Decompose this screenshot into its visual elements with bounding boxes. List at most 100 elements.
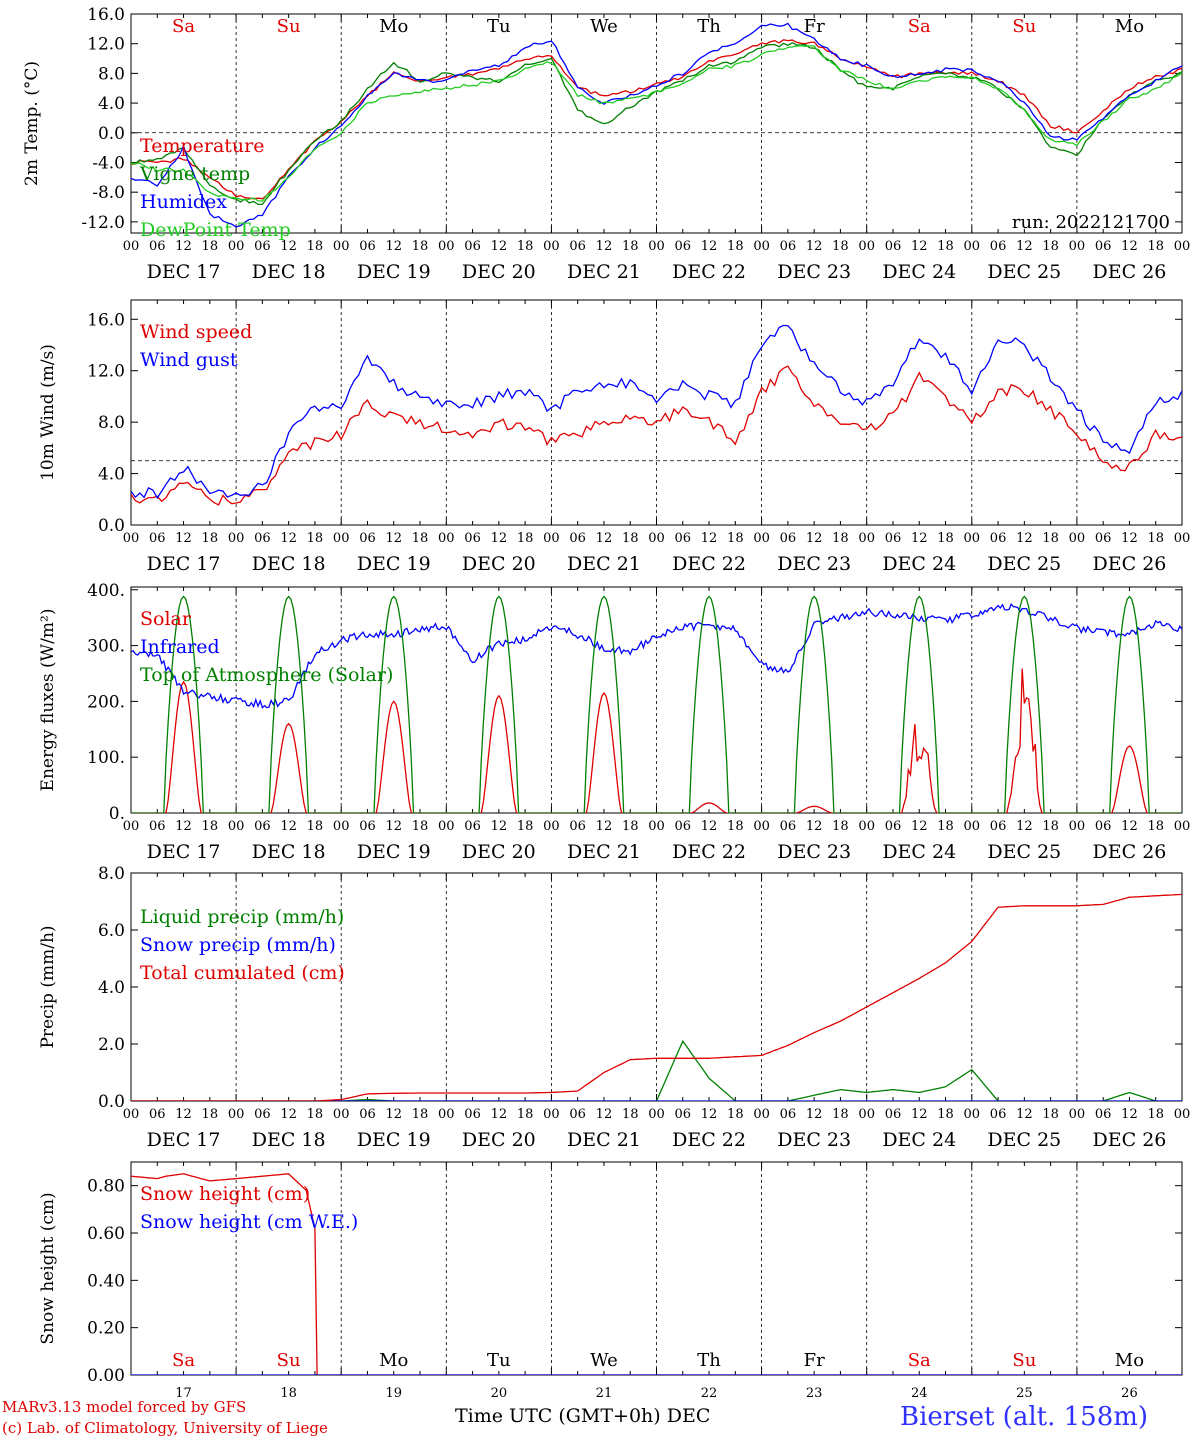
hour-label: 06 — [149, 239, 166, 254]
y-tick-label: 200. — [87, 692, 125, 712]
hour-label: 06 — [149, 819, 166, 834]
hour-label: 00 — [123, 239, 140, 254]
hour-label: 18 — [1147, 1107, 1164, 1122]
legend-entry: Snow height (cm W.E.) — [140, 1211, 358, 1233]
hour-label: 00 — [543, 239, 560, 254]
hour-label: 12 — [806, 1107, 823, 1122]
hour-label: 00 — [964, 239, 981, 254]
hour-label: 06 — [359, 239, 376, 254]
hour-label: 18 — [832, 819, 849, 834]
day-name: Mo — [379, 16, 408, 37]
hour-label: 18 — [202, 531, 219, 546]
hour-label: 12 — [701, 531, 718, 546]
date-label: DEC 21 — [567, 553, 641, 575]
hour-label: 18 — [622, 1107, 639, 1122]
panel-3: 400. 300. 200. 100. 0. Energy fluxes (W/m²) 00… — [38, 581, 1190, 863]
series-line-1 — [131, 39, 1182, 200]
hour-label: 00 — [1174, 239, 1191, 254]
hour-label: 18 — [307, 239, 324, 254]
hour-label: 12 — [385, 1107, 402, 1122]
y-tick-label: 0.0 — [98, 124, 125, 144]
panel-4: 8.0 6.0 4.0 2.0 0.0 Precip (mm/h) 00 06 12 18 DEC … — [38, 864, 1190, 1151]
y-tick-label: 0. — [109, 804, 125, 824]
hour-label: 00 — [438, 1107, 455, 1122]
hour-label: 12 — [175, 531, 192, 546]
y-tick-label: 0.40 — [87, 1271, 125, 1291]
series-line-1 — [131, 365, 1182, 506]
hour-label: 00 — [753, 239, 770, 254]
hour-label: 18 — [937, 239, 954, 254]
hour-label: 12 — [596, 1107, 613, 1122]
date-label: DEC 22 — [672, 841, 746, 863]
day-number-label: 23 — [806, 1386, 823, 1401]
hour-label: 12 — [1016, 1107, 1033, 1122]
hour-label: 00 — [228, 1107, 245, 1122]
run-annotation: run: 2022121700 — [1012, 212, 1170, 233]
hour-label: 12 — [1016, 531, 1033, 546]
hour-label: 00 — [438, 819, 455, 834]
date-label: DEC 20 — [462, 553, 536, 575]
date-label: DEC 17 — [147, 553, 221, 575]
hour-label: 18 — [832, 1107, 849, 1122]
hour-label: 06 — [254, 239, 271, 254]
day-number-label: 22 — [701, 1386, 718, 1401]
date-label: DEC 19 — [357, 261, 431, 283]
y-tick-label: 8.0 — [98, 864, 125, 884]
series-line-2 — [131, 602, 1182, 709]
y-tick-label: 0.0 — [98, 1092, 125, 1112]
date-label: DEC 23 — [777, 1129, 851, 1151]
hour-label: 12 — [911, 819, 928, 834]
hour-label: 00 — [858, 1107, 875, 1122]
y-tick-label: 0.80 — [87, 1177, 125, 1197]
hour-label: 18 — [412, 1107, 429, 1122]
hour-label: 06 — [675, 239, 692, 254]
hour-label: 18 — [1147, 239, 1164, 254]
date-label: DEC 17 — [147, 1129, 221, 1151]
y-tick-label: 0.60 — [87, 1224, 125, 1244]
hour-label: 00 — [1174, 819, 1191, 834]
hour-label: 18 — [307, 531, 324, 546]
hour-label: 00 — [333, 819, 350, 834]
hour-label: 18 — [412, 819, 429, 834]
plot-frame — [130, 299, 1183, 526]
day-number-label: 20 — [491, 1386, 508, 1401]
hour-label: 06 — [569, 1107, 586, 1122]
y-tick-label: -4.0 — [92, 153, 125, 173]
y-tick-label: 6.0 — [98, 921, 125, 941]
day-number-label: 25 — [1016, 1386, 1033, 1401]
hour-label: 12 — [911, 531, 928, 546]
y-tick-label: 16.0 — [87, 310, 125, 330]
hour-label: 06 — [254, 1107, 271, 1122]
panel-5: 0.80 0.60 0.40 0.20 0.00 Snow height (cm) Sa Su… — [38, 1161, 1183, 1401]
date-label: DEC 20 — [462, 261, 536, 283]
y-tick-label: 2.0 — [98, 1035, 125, 1055]
series-group — [131, 324, 1182, 506]
date-label: DEC 25 — [987, 1129, 1061, 1151]
hour-label: 18 — [622, 819, 639, 834]
legend-entry: Snow height (cm) — [140, 1183, 310, 1205]
hour-label: 18 — [517, 531, 534, 546]
hour-label: 12 — [596, 531, 613, 546]
hour-label: 18 — [202, 819, 219, 834]
hour-label: 18 — [727, 531, 744, 546]
hour-label: 00 — [333, 531, 350, 546]
date-label: DEC 24 — [882, 261, 956, 283]
y-axis-label: Precip (mm/h) — [38, 925, 58, 1048]
lab-credit: (c) Lab. of Climatology, University of L… — [2, 1419, 328, 1437]
station-name: Bierset (alt. 158m) — [900, 1402, 1149, 1432]
hour-label: 06 — [990, 239, 1007, 254]
hour-label: 12 — [1016, 239, 1033, 254]
hour-label: 12 — [806, 819, 823, 834]
hour-label: 18 — [832, 531, 849, 546]
hour-label: 12 — [385, 239, 402, 254]
date-label: DEC 22 — [672, 261, 746, 283]
hour-label: 18 — [1042, 239, 1059, 254]
hour-label: 00 — [964, 819, 981, 834]
y-tick-label: -8.0 — [92, 183, 125, 203]
hour-label: 06 — [780, 531, 797, 546]
hour-label: 06 — [780, 239, 797, 254]
hour-label: 06 — [569, 531, 586, 546]
series-group — [131, 595, 1182, 813]
day-number-label: 24 — [911, 1386, 928, 1401]
hour-label: 18 — [937, 819, 954, 834]
